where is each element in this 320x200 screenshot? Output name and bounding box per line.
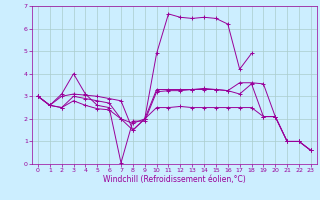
X-axis label: Windchill (Refroidissement éolien,°C): Windchill (Refroidissement éolien,°C)	[103, 175, 246, 184]
